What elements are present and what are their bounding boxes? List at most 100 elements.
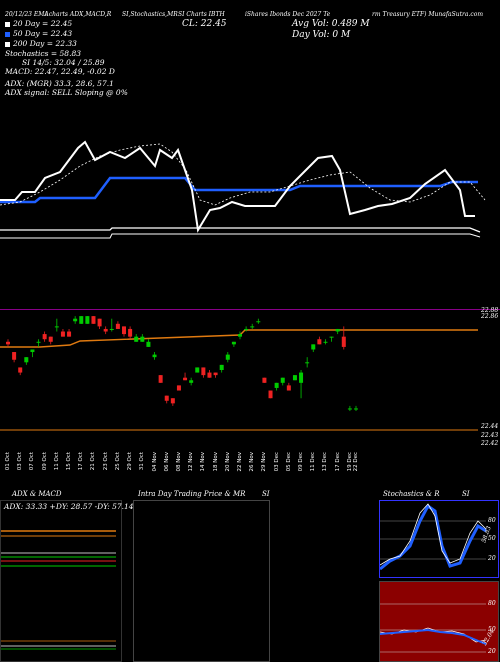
date-label: 15 Oct	[66, 452, 73, 471]
date-label: 29 Nov	[261, 452, 268, 472]
candle-body	[213, 372, 218, 376]
adx-lines	[1, 530, 116, 650]
header-seg-6: rm Treasury ETF) MunafaSutra.com	[372, 11, 484, 18]
candle-body	[347, 408, 352, 410]
candle-body	[6, 341, 10, 345]
candle-body	[250, 326, 255, 328]
candle-body	[109, 328, 114, 330]
panel-separator	[0, 309, 500, 310]
date-label: 21 Oct	[90, 452, 97, 471]
date-label: 14 Nov	[200, 452, 207, 472]
date-label: 08 Nov	[175, 452, 182, 472]
candle-body	[317, 339, 322, 345]
candle-body	[91, 316, 96, 324]
legend-adx-signal: ADX signal: SELL Sloping @ 0%	[5, 88, 128, 97]
price-label-bottom1: 22.44	[481, 423, 499, 430]
candle-body	[311, 344, 316, 350]
legend-ema20-swatch	[5, 22, 10, 27]
candle-body	[24, 357, 29, 363]
candle-body	[140, 336, 145, 342]
candle-body	[54, 326, 59, 328]
candle-body	[274, 382, 279, 388]
stoch-level-20: 20	[488, 555, 496, 562]
candle-body	[329, 336, 334, 338]
rsi-level-50: 50	[488, 626, 496, 633]
header-seg-4: SI Charts IBTH	[178, 11, 225, 18]
candle-body	[219, 364, 224, 370]
candle-body	[183, 377, 188, 381]
candle-body	[164, 395, 169, 401]
candle-body	[299, 372, 304, 383]
candle-body	[176, 385, 181, 391]
candle-body	[201, 367, 206, 376]
date-label: 17 Dec	[334, 452, 341, 472]
candle-body	[60, 331, 65, 337]
candle-body	[238, 334, 242, 337]
stoch-level-50: 50	[488, 535, 496, 542]
date-label: 09 Oct	[41, 452, 48, 471]
header-seg-5: iShares Ibonds Dec 2027 Te	[245, 11, 331, 18]
date-label: 18 Nov	[212, 452, 219, 472]
candle-body	[115, 323, 120, 329]
candle-body	[256, 321, 261, 323]
candle-body	[85, 316, 90, 324]
rsi-level-80: 80	[488, 600, 496, 607]
stoch-lines	[380, 503, 487, 571]
candle-body	[231, 341, 236, 345]
rsi-lines	[380, 603, 487, 653]
legend-ema200: 200 Day = 22.33	[13, 39, 77, 48]
candle-body	[42, 334, 47, 340]
candle-body	[158, 375, 163, 383]
intraday-si: SI	[262, 490, 270, 498]
date-label: 22 Nov	[237, 452, 243, 472]
candle-body	[354, 408, 358, 410]
date-label: 09 Dec	[298, 452, 305, 472]
candle-body	[195, 367, 200, 373]
rsi-level-20: 20	[488, 648, 496, 655]
candle-body	[341, 336, 346, 347]
date-label: 03 Oct	[17, 452, 24, 471]
candle-body	[225, 354, 230, 360]
ema-200-line	[0, 227, 481, 233]
intraday-panel-title: Intra Day Trading Price & MR	[138, 490, 246, 498]
date-label: 13 Dec	[322, 452, 329, 472]
header-seg-3: SI,Stochastics,MR	[122, 11, 178, 18]
date-label: 06 Nov	[163, 452, 170, 472]
candle-body	[97, 318, 102, 327]
avg-volume: Avg Vol: 0.489 M	[292, 19, 370, 29]
day-volume: Day Vol: 0 M	[292, 30, 351, 40]
candle-body	[170, 398, 175, 404]
date-axis: 01 Oct 03 Oct 07 Oct 09 Oct 11 Oct 15 Oct 17 O…	[0, 452, 500, 482]
candle-body	[36, 341, 41, 343]
date-label: 23 Oct	[102, 452, 109, 471]
date-label: 11 Dec	[310, 452, 317, 472]
candle-body	[79, 316, 84, 324]
candle-body	[18, 367, 23, 373]
stoch-si: SI	[462, 490, 470, 498]
candle-body	[30, 349, 35, 353]
date-label: 29 Oct	[127, 452, 134, 471]
orange-mid-line	[0, 329, 478, 348]
price-label-bottom2: 22.43	[481, 432, 499, 439]
date-label: 20 Nov	[224, 452, 231, 472]
candle-body	[103, 328, 108, 332]
legend-ema50-swatch	[5, 32, 10, 37]
candle-body	[67, 331, 72, 337]
candle-body	[335, 328, 340, 332]
date-label: 03 Dec	[273, 452, 280, 472]
adx-panel: ADX: 33.33 +DY: 28.57 -DY: 57.14	[0, 500, 134, 662]
adx-values: ADX: 33.33 +DY: 28.57 -DY: 57.14	[4, 502, 134, 511]
date-label: 31 Oct	[139, 452, 146, 471]
candle-body	[146, 341, 151, 347]
ema-line-chart	[0, 140, 486, 239]
price-label-top2: 22.86	[481, 313, 499, 320]
candle-body	[268, 390, 273, 399]
ema-20-dashed	[0, 143, 486, 206]
ema-200-line-2	[0, 233, 481, 239]
date-label: 07 Oct	[29, 452, 36, 471]
candlestick-chart	[0, 316, 478, 431]
candle-body	[128, 328, 133, 337]
candle-body	[122, 326, 126, 335]
date-label: 25 Oct	[114, 452, 121, 471]
date-label: 22 Dec	[353, 452, 359, 472]
